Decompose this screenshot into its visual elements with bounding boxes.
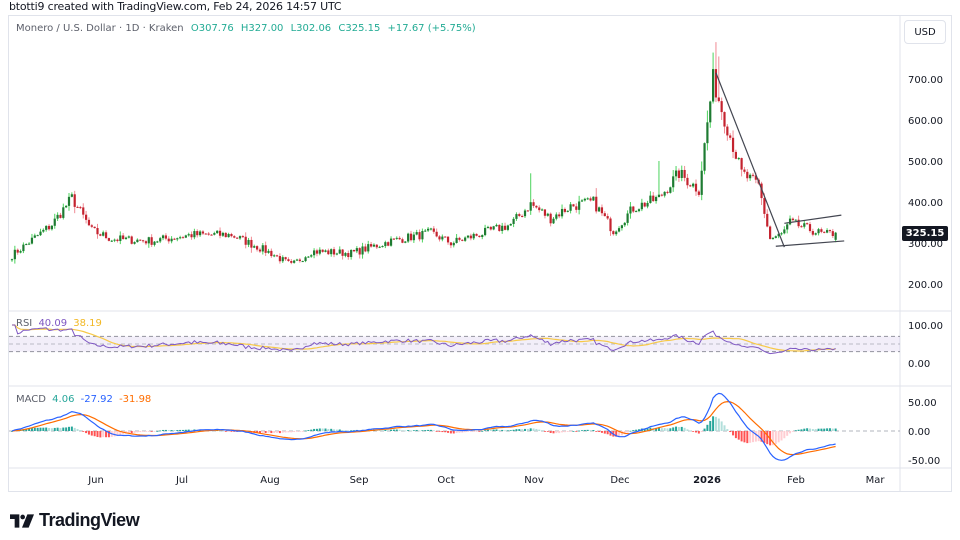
candles [10,42,837,265]
price-tick: 700.00 [908,75,943,86]
time-tick: Feb [787,475,805,486]
tradingview-wordmark: TradingView [39,510,140,530]
legend-change: +17.67 (+5.75%) [387,23,476,34]
tradingview-logo-icon [10,513,34,528]
svg-text:0.00: 0.00 [908,427,930,438]
legend-open: O307.76 [190,23,234,34]
chart-frame [8,15,952,492]
chart-credit: btotti9 created with TradingView.com, Fe… [9,0,342,13]
rsi-line [12,324,836,355]
time-tick: 2026 [693,475,721,486]
legend-close: C325.15 [338,23,381,34]
price-tick: 600.00 [908,116,943,127]
time-tick: Aug [260,475,280,486]
rsi-value: 40.09 [38,318,68,329]
time-tick: Dec [610,475,629,486]
macd-signal-line [11,400,836,456]
price-tick: 500.00 [908,157,943,168]
trendline[interactable] [715,72,785,248]
macd-name[interactable]: MACD [16,394,46,405]
price-tick: 400.00 [908,198,943,209]
rsi-ma-value: 38.19 [73,318,102,329]
rsi-ma-line [12,324,836,352]
time-tick: Sep [350,475,369,486]
legend-high: H327.00 [240,23,284,34]
time-tick: Nov [524,475,544,486]
svg-text:0.00: 0.00 [908,359,930,370]
rsi-name[interactable]: RSI [16,318,33,329]
currency-button[interactable]: USD [904,20,946,44]
legend-low: L302.06 [290,23,332,34]
symbol-name[interactable]: Monero / U.S. Dollar · 1D · Kraken [16,23,184,34]
macd-line [11,392,836,461]
svg-text:100.00: 100.00 [908,321,943,332]
time-tick: Mar [866,475,886,486]
rsi-legend: RSI 40.09 38.19 [16,318,102,329]
macd-line-value: -27.92 [80,394,113,405]
trendline[interactable] [784,214,842,224]
time-tick: Jun [87,475,104,486]
time-tick: Oct [437,475,454,486]
macd-signal-value: -31.98 [119,394,152,405]
macd-histogram-value: 4.06 [52,394,75,405]
svg-text:-50.00: -50.00 [908,456,940,467]
time-tick: Jul [175,475,188,486]
trendline[interactable] [775,240,845,247]
price-tick: 200.00 [908,280,943,291]
symbol-legend: Monero / U.S. Dollar · 1D · Kraken O307.… [16,23,476,34]
price-tick: 300.00 [908,239,943,250]
tradingview-logo[interactable]: TradingView [10,510,140,531]
svg-text:50.00: 50.00 [908,398,937,409]
last-price-label: 325.15 [902,226,948,241]
macd-legend: MACD 4.06 -27.92 -31.98 [16,394,151,405]
